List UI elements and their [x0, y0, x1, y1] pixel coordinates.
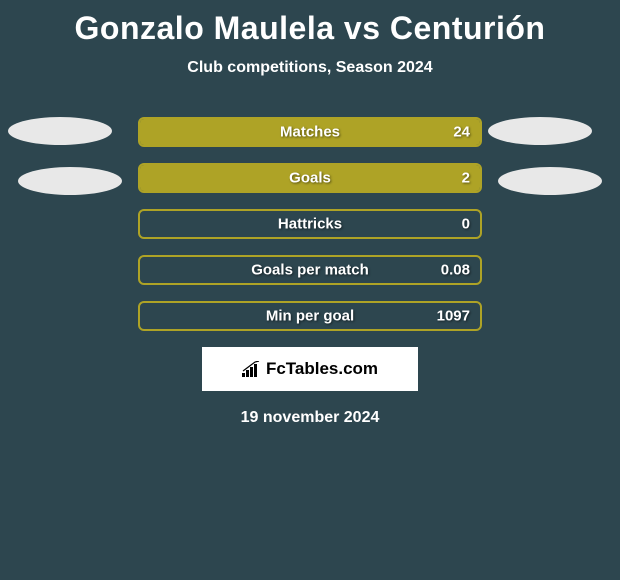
stat-value: 0.08: [441, 262, 470, 279]
stat-value: 1097: [437, 308, 470, 325]
stat-row: Min per goal 1097: [138, 301, 482, 331]
stat-value: 0: [462, 216, 470, 233]
date-text: 19 november 2024: [0, 409, 620, 427]
comparison-content: Matches 24 Goals 2 Hattricks 0 Goals per match…: [0, 117, 620, 331]
page-title: Gonzalo Maulela vs Centurión: [0, 0, 620, 47]
stat-label: Goals: [289, 170, 331, 187]
stat-label: Goals per match: [251, 262, 369, 279]
stat-row: Matches 24: [138, 117, 482, 147]
stat-value: 24: [453, 124, 470, 141]
stat-row: Goals per match 0.08: [138, 255, 482, 285]
subtitle: Club competitions, Season 2024: [0, 59, 620, 77]
logo-text: FcTables.com: [266, 359, 378, 379]
side-ellipse-right-3: [498, 167, 602, 195]
logo-box: FcTables.com: [202, 347, 418, 391]
stat-row: Hattricks 0: [138, 209, 482, 239]
stat-label: Min per goal: [266, 308, 354, 325]
side-ellipse-left-2: [18, 167, 122, 195]
stat-label: Matches: [280, 124, 340, 141]
fctables-logo-icon: [242, 361, 262, 377]
stat-value: 2: [462, 170, 470, 187]
stat-row: Goals 2: [138, 163, 482, 193]
side-ellipse-left-0: [8, 117, 112, 145]
stat-rows: Matches 24 Goals 2 Hattricks 0 Goals per match…: [138, 117, 482, 331]
side-ellipse-right-1: [488, 117, 592, 145]
stat-label: Hattricks: [278, 216, 342, 233]
